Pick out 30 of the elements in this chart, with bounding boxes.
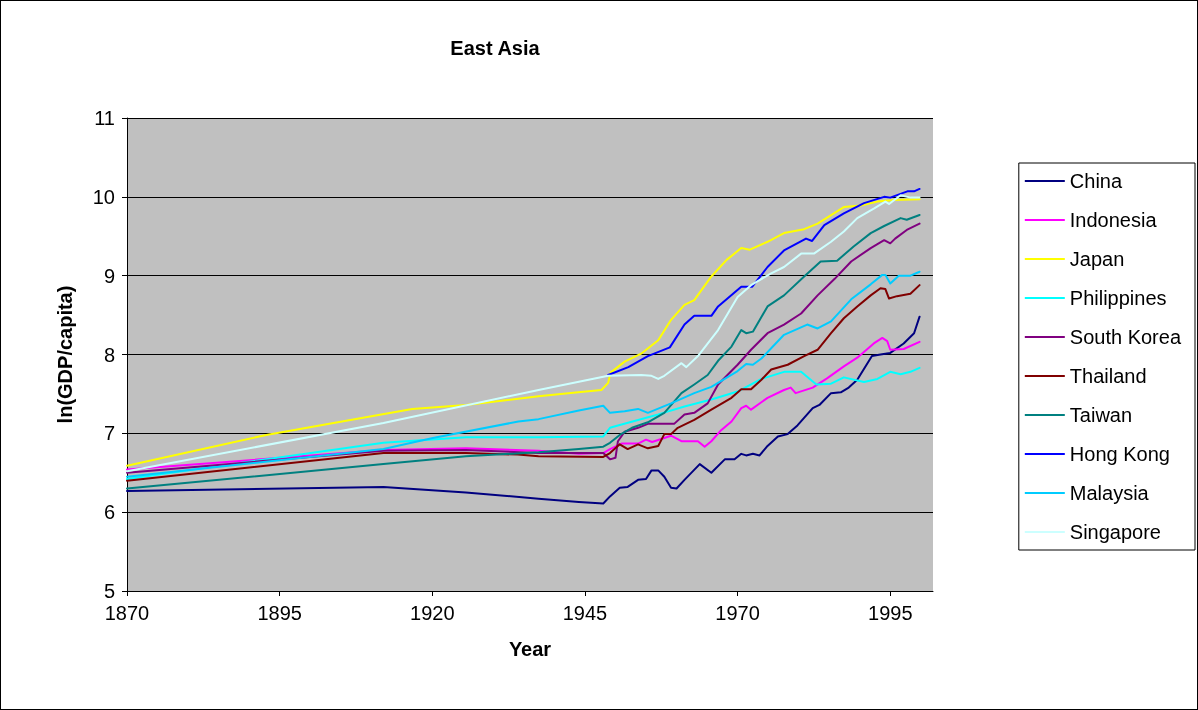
x-axis-title: Year <box>508 638 552 660</box>
legend-label: Indonesia <box>1069 209 1158 231</box>
y-axis-title: ln(GDP/capita) <box>54 285 76 424</box>
legend-label: Hong Kong <box>1069 443 1170 465</box>
legend-label: Thailand <box>1069 365 1147 387</box>
y-tick-label: 10 <box>92 185 115 208</box>
line-series <box>607 187 921 376</box>
legend-label: China <box>1069 170 1123 192</box>
line-series <box>126 336 921 471</box>
legend-label: Japan <box>1069 248 1125 270</box>
legend-label: Philippines <box>1069 287 1167 309</box>
x-tick-label: 1920 <box>410 602 455 624</box>
legend-label: Taiwan <box>1069 404 1133 426</box>
y-tick-label: 7 <box>103 422 115 445</box>
y-tick-label: 6 <box>103 501 115 524</box>
x-tick-label: 1895 <box>257 602 302 624</box>
chart-title: East Asia <box>450 37 541 59</box>
legend-label: Malaysia <box>1069 482 1150 504</box>
x-tick-label: 1970 <box>715 602 760 624</box>
legend-label: South Korea <box>1069 326 1182 348</box>
y-tick-label: 5 <box>103 580 115 602</box>
x-tick-label: 1995 <box>868 602 913 624</box>
line-series <box>126 366 921 481</box>
y-tick-label: 9 <box>103 264 115 287</box>
x-tick-label: 1870 <box>104 602 150 624</box>
y-tick-label: 8 <box>103 343 115 366</box>
legend-label: Singapore <box>1069 521 1161 543</box>
y-tick-label: 11 <box>94 107 115 129</box>
x-tick-label: 1945 <box>562 602 608 624</box>
line-series <box>126 315 921 505</box>
